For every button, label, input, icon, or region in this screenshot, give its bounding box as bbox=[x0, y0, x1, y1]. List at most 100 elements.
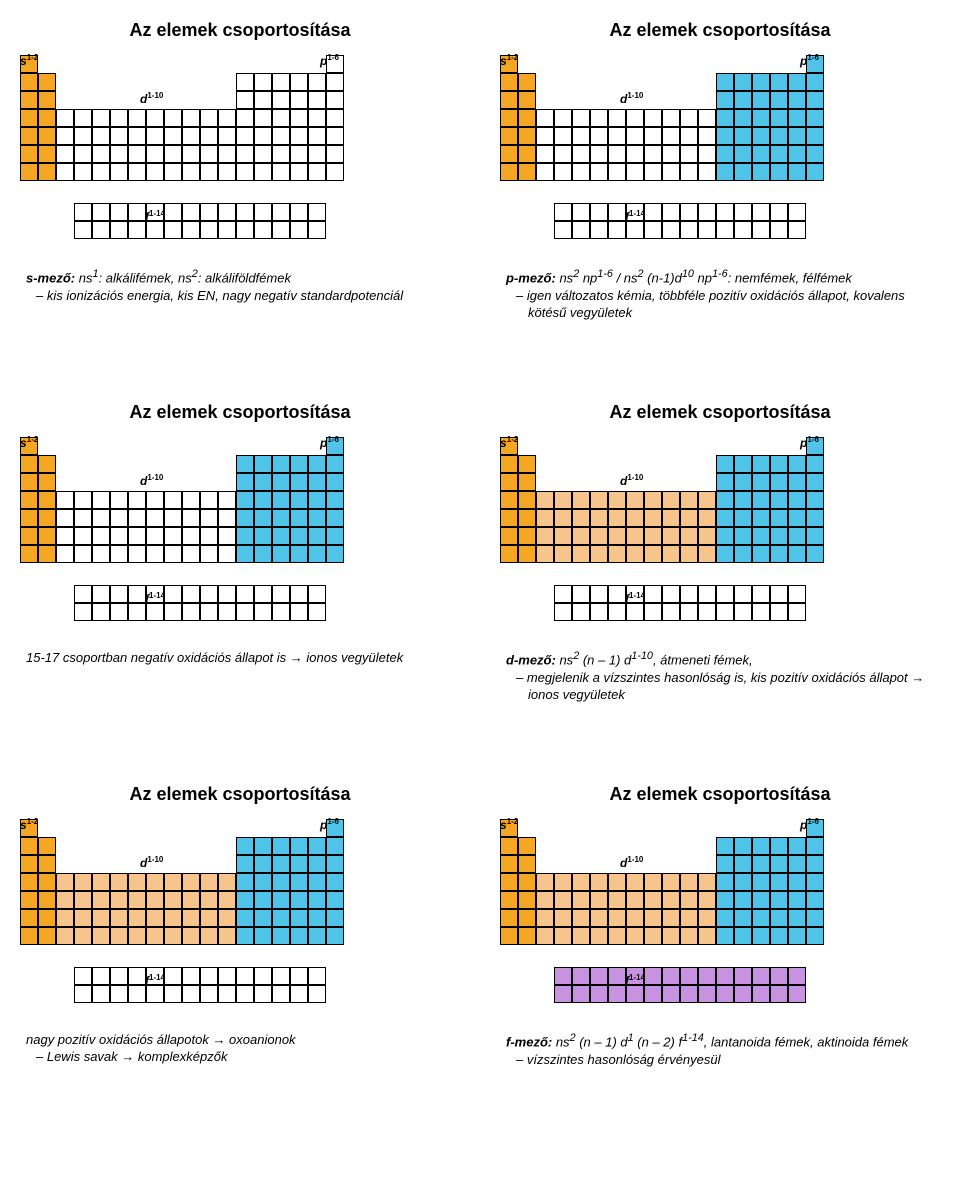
pt-cell bbox=[752, 837, 770, 855]
f-cell bbox=[272, 985, 290, 1003]
pt-cell bbox=[74, 527, 92, 545]
f-cell bbox=[590, 585, 608, 603]
pt-cell bbox=[254, 927, 272, 945]
pt-cell bbox=[92, 491, 110, 509]
pt-cell bbox=[290, 109, 308, 127]
pt-cell bbox=[518, 55, 536, 73]
pt-cell bbox=[290, 891, 308, 909]
pt-cell bbox=[56, 437, 74, 455]
p-label: p1-6 bbox=[800, 53, 819, 68]
pt-cell bbox=[308, 91, 326, 109]
pt-cell bbox=[698, 855, 716, 873]
pt-cell bbox=[92, 91, 110, 109]
pt-cell bbox=[326, 473, 344, 491]
pt-cell bbox=[236, 55, 254, 73]
f-cell bbox=[554, 985, 572, 1003]
pt-cell bbox=[752, 545, 770, 563]
pt-cell bbox=[128, 873, 146, 891]
pt-cell bbox=[536, 909, 554, 927]
pt-cell bbox=[752, 873, 770, 891]
pt-cell bbox=[734, 837, 752, 855]
pt-cell bbox=[554, 491, 572, 509]
pt-cell bbox=[626, 109, 644, 127]
pt-cell bbox=[56, 491, 74, 509]
pt-cell bbox=[254, 473, 272, 491]
panel-title: Az elemek csoportosítása bbox=[20, 402, 460, 423]
pt-cell bbox=[608, 437, 626, 455]
f-cell bbox=[752, 203, 770, 221]
pt-cell bbox=[626, 491, 644, 509]
pt-cell bbox=[164, 819, 182, 837]
pt-cell bbox=[182, 127, 200, 145]
pt-cell bbox=[56, 509, 74, 527]
pt-cell bbox=[92, 527, 110, 545]
pt-cell bbox=[128, 545, 146, 563]
f-cell bbox=[716, 203, 734, 221]
f-cell bbox=[644, 203, 662, 221]
pt-cell bbox=[38, 163, 56, 181]
pt-cell bbox=[272, 873, 290, 891]
pt-cell bbox=[236, 73, 254, 91]
pt-cell bbox=[644, 145, 662, 163]
pt-cell bbox=[290, 127, 308, 145]
pt-cell bbox=[110, 855, 128, 873]
pt-cell bbox=[254, 509, 272, 527]
pt-cell bbox=[752, 855, 770, 873]
pt-cell bbox=[788, 455, 806, 473]
pt-cell bbox=[38, 437, 56, 455]
pt-cell bbox=[146, 927, 164, 945]
pt-cell bbox=[218, 437, 236, 455]
pt-cell bbox=[788, 163, 806, 181]
pt-cell bbox=[770, 909, 788, 927]
pt-cell bbox=[38, 145, 56, 163]
pt-cell bbox=[806, 73, 824, 91]
pt-cell bbox=[698, 127, 716, 145]
f-cell bbox=[272, 221, 290, 239]
pt-cell bbox=[20, 91, 38, 109]
pt-cell bbox=[110, 873, 128, 891]
pt-cell bbox=[272, 437, 290, 455]
pt-cell bbox=[128, 891, 146, 909]
pt-cell bbox=[326, 527, 344, 545]
pt-cell bbox=[644, 55, 662, 73]
pt-cell bbox=[698, 455, 716, 473]
pt-cell bbox=[272, 73, 290, 91]
pt-cell bbox=[716, 873, 734, 891]
pt-cell bbox=[56, 527, 74, 545]
pt-cell bbox=[788, 109, 806, 127]
pt-cell bbox=[608, 73, 626, 91]
pt-cell bbox=[590, 491, 608, 509]
pt-cell bbox=[518, 545, 536, 563]
pt-cell bbox=[590, 837, 608, 855]
f-cell bbox=[644, 585, 662, 603]
f-cell bbox=[698, 221, 716, 239]
pt-cell bbox=[128, 909, 146, 927]
pt-cell bbox=[218, 91, 236, 109]
pt-cell bbox=[770, 545, 788, 563]
pt-cell bbox=[572, 545, 590, 563]
periodic-table-f-block bbox=[74, 585, 460, 621]
pt-cell bbox=[626, 837, 644, 855]
pt-cell bbox=[326, 455, 344, 473]
pt-cell bbox=[74, 127, 92, 145]
pt-cell bbox=[770, 927, 788, 945]
f-cell bbox=[770, 603, 788, 621]
f-cell bbox=[272, 585, 290, 603]
pt-cell bbox=[518, 927, 536, 945]
pt-cell bbox=[770, 145, 788, 163]
pt-cell bbox=[164, 927, 182, 945]
f-cell bbox=[608, 967, 626, 985]
pt-cell bbox=[590, 873, 608, 891]
pt-cell bbox=[590, 127, 608, 145]
pt-cell bbox=[92, 455, 110, 473]
pt-cell bbox=[662, 491, 680, 509]
pt-cell bbox=[734, 873, 752, 891]
pt-cell bbox=[536, 873, 554, 891]
pt-cell bbox=[182, 55, 200, 73]
pt-cell bbox=[680, 437, 698, 455]
panel-description: p-mező: ns2 np1-6 / ns2 (n-1)d10 np1-6: … bbox=[500, 267, 940, 322]
f-cell bbox=[74, 985, 92, 1003]
pt-cell bbox=[554, 455, 572, 473]
pt-cell bbox=[218, 55, 236, 73]
pt-cell bbox=[254, 527, 272, 545]
